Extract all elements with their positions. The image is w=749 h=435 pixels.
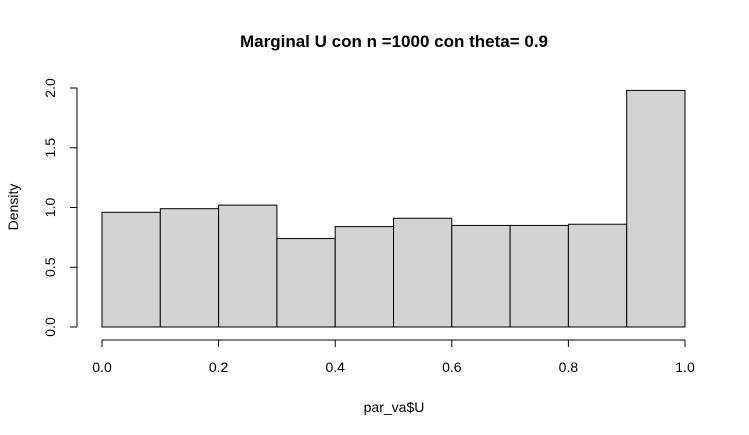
y-axis-label: Density (5, 184, 21, 231)
x-axis: 0.0 0.2 0.4 0.6 0.8 1.0 (92, 339, 695, 375)
histogram-bar-2 (159, 208, 220, 328)
histogram-bar-6 (393, 217, 453, 328)
bars-group (101, 89, 686, 328)
x-tick-label: 0.4 (325, 359, 345, 375)
histogram-bar-7 (451, 224, 511, 328)
y-tick-label: 2.0 (42, 78, 58, 98)
y-tick-label: 1.5 (42, 138, 58, 158)
chart-title: Marginal U con n =1000 con theta= 0.9 (240, 32, 548, 51)
histogram-bar-3 (218, 204, 278, 328)
histogram-bar-9 (567, 223, 628, 328)
x-tick-label: 0.8 (559, 359, 579, 375)
y-tick-label: 0.5 (42, 257, 58, 277)
histogram-bar-10 (626, 89, 686, 328)
x-tick-label: 0.2 (209, 359, 229, 375)
histogram-bar-5 (334, 226, 395, 328)
histogram-bar-1 (101, 211, 161, 328)
histogram-bar-4 (276, 238, 336, 328)
x-tick-label: 1.0 (675, 359, 695, 375)
x-tick-label: 0.6 (442, 359, 462, 375)
y-axis: 0.0 0.5 1.0 1.5 2.0 (42, 78, 78, 337)
x-axis-label: par_va$U (364, 399, 425, 415)
histogram-bar-8 (509, 224, 569, 328)
y-tick-label: 1.0 (42, 198, 58, 218)
y-tick-label: 0.0 (42, 317, 58, 337)
x-tick-label: 0.0 (92, 359, 112, 375)
